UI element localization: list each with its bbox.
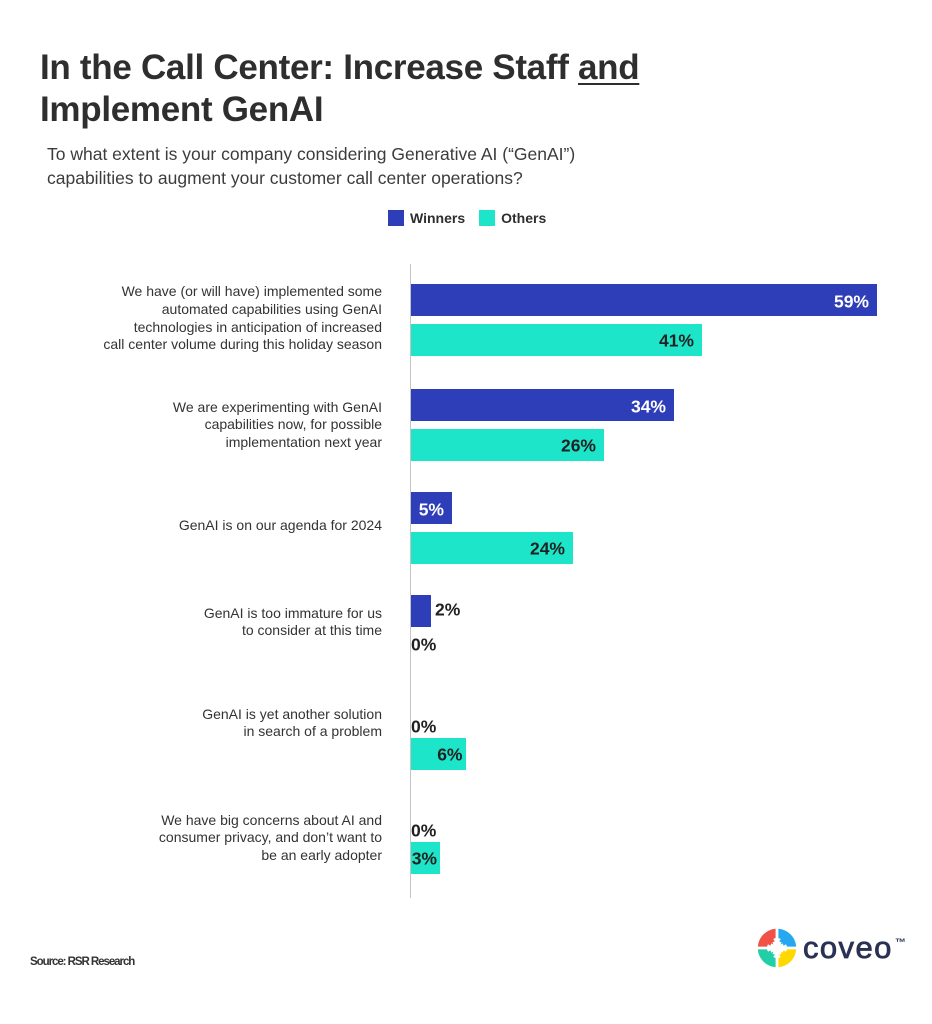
svg-text:coveo: coveo [803, 930, 893, 965]
svg-text:™: ™ [895, 937, 906, 949]
